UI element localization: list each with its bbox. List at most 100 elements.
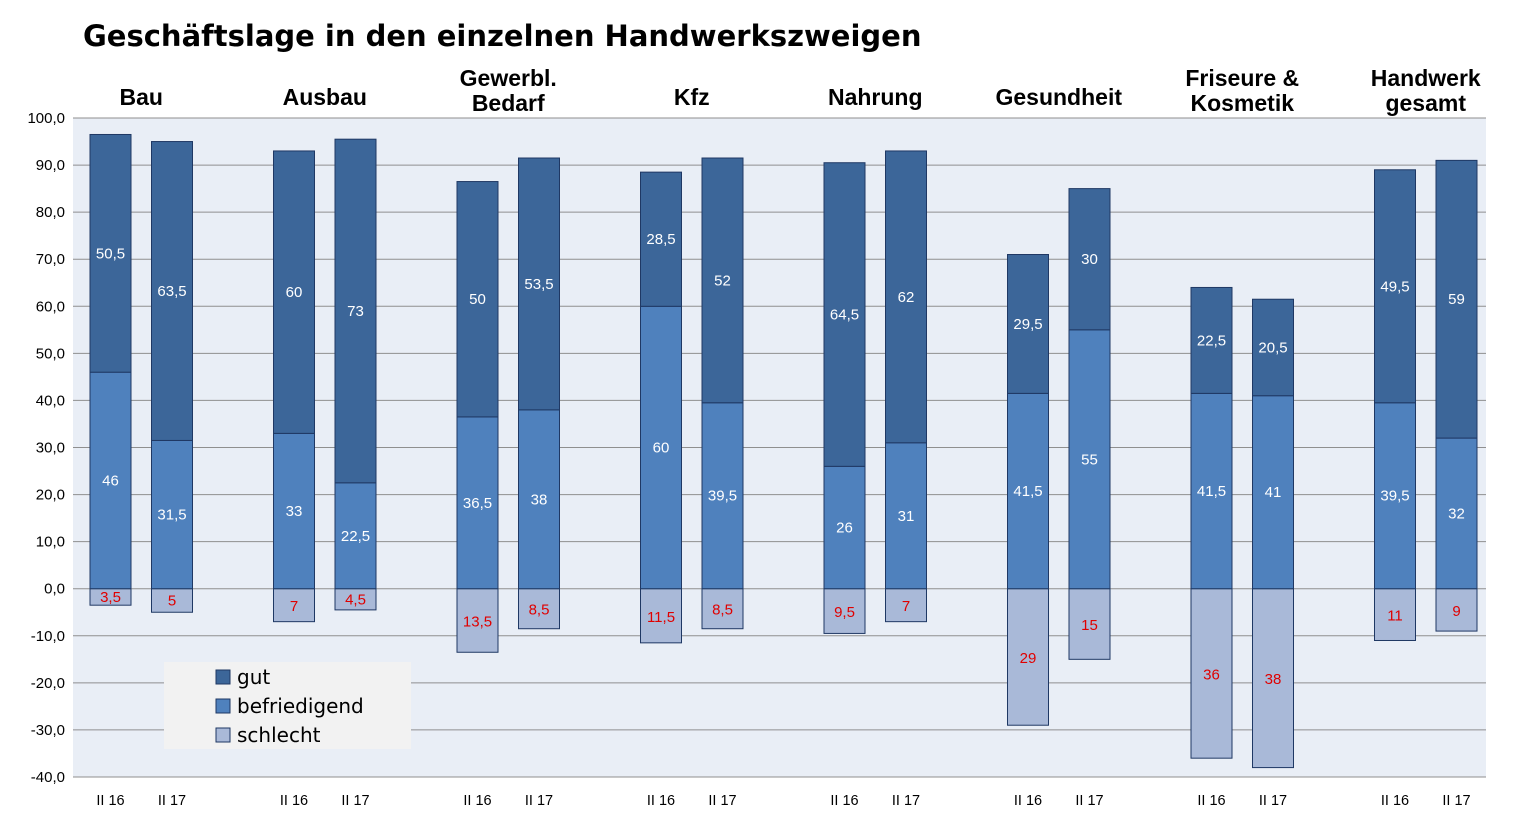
y-tick-label: 70,0 [36, 251, 65, 268]
bar-gut [1190, 286, 1233, 394]
data-label-schlecht: 13,5 [463, 613, 492, 630]
data-label-schlecht: 3,5 [100, 589, 121, 606]
data-label-befriedigend: 60 [653, 440, 670, 457]
bar-befriedigend [640, 305, 682, 590]
bar-befriedigend [151, 439, 193, 590]
bar-befriedigend [885, 442, 927, 590]
y-tick-label: 100,0 [27, 110, 65, 127]
x-tick-label: II 17 [525, 793, 553, 809]
chart-title: Geschäftslage in den einzelnen Handwerks… [83, 19, 921, 53]
legend-label: schlecht [237, 723, 321, 747]
group-label: Nahrung [828, 84, 923, 110]
y-tick-label: 50,0 [36, 345, 65, 362]
data-label-gut: 52 [714, 272, 731, 289]
y-tick-label: 40,0 [36, 392, 65, 409]
bar-befriedigend [1190, 392, 1233, 590]
group-0: Bau 50,5 46 3,5 II 16 63,5 31,5 5 II 17 [89, 84, 193, 809]
bar-gut [456, 181, 499, 418]
data-label-befriedigend: 26 [836, 520, 853, 537]
group-label: Bedarf [472, 90, 545, 116]
bar-befriedigend [518, 409, 560, 590]
bars: Bau 50,5 46 3,5 II 16 63,5 31,5 5 II 17 Ausbau 60 3… [89, 65, 1481, 809]
bar-gut [701, 157, 744, 404]
bar-schlecht [1252, 588, 1294, 769]
x-tick-label: II 17 [158, 793, 186, 809]
bar-gut [640, 171, 682, 307]
data-label-schlecht: 7 [290, 598, 298, 615]
y-tick-label: 80,0 [36, 204, 65, 221]
data-label-schlecht: 11,5 [647, 609, 675, 626]
x-tick-label: II 16 [280, 793, 308, 809]
y-axis: -40,0 -30,0 -20,0 -10,0 0,0 10,0 20,0 30,0 40,0 5… [27, 110, 65, 786]
group-1: Ausbau 60 33 7 II 16 73 22,5 4,5 II 17 [273, 84, 377, 809]
x-tick-label: II 17 [892, 793, 920, 809]
data-label-gut: 53,5 [524, 276, 553, 293]
data-label-befriedigend: 41,5 [1013, 483, 1042, 500]
group-3: Kfz 28,5 60 11,5 II 16 52 39,5 8,5 II 17 [640, 84, 744, 809]
bar-schlecht [1435, 588, 1478, 632]
bar-befriedigend [701, 402, 744, 590]
x-tick-label: II 16 [1197, 793, 1225, 809]
bar-schlecht [640, 588, 682, 644]
bar-schlecht [1190, 588, 1233, 759]
bar-schlecht [885, 588, 927, 623]
data-label-befriedigend: 39,5 [708, 488, 737, 505]
data-label-befriedigend: 22,5 [341, 528, 370, 545]
x-tick-label: II 16 [96, 793, 124, 809]
y-tick-label: 90,0 [36, 157, 65, 174]
data-label-gut: 50 [469, 291, 486, 308]
data-label-gut: 63,5 [157, 283, 186, 300]
data-label-gut: 59 [1448, 291, 1465, 308]
bar-schlecht [823, 588, 866, 634]
data-label-schlecht: 8,5 [529, 602, 550, 619]
data-label-gut: 22,5 [1197, 332, 1226, 349]
data-label-gut: 29,5 [1013, 316, 1042, 333]
group-label: Gewerbl. [460, 65, 557, 91]
data-label-gut: 28,5 [646, 231, 675, 248]
data-label-befriedigend: 31 [898, 508, 915, 525]
legend-swatch [215, 669, 231, 685]
y-tick-label: -30,0 [31, 722, 65, 739]
y-tick-label: 30,0 [36, 440, 65, 457]
bar-befriedigend [1007, 392, 1049, 590]
group-label: Handwerk [1371, 65, 1481, 91]
bar-befriedigend [1435, 437, 1478, 590]
bar-befriedigend [823, 465, 866, 590]
x-tick-label: II 17 [1075, 793, 1103, 809]
data-label-gut: 30 [1081, 251, 1098, 268]
x-tick-label: II 17 [708, 793, 736, 809]
x-tick-label: II 16 [463, 793, 491, 809]
bar-befriedigend [1252, 395, 1294, 590]
legend-swatch [215, 727, 231, 743]
group-label: gesamt [1385, 90, 1466, 116]
bar-gut [334, 138, 377, 484]
y-tick-label: 10,0 [36, 534, 65, 551]
y-tick-label: 60,0 [36, 298, 65, 315]
legend-box [164, 662, 411, 749]
y-tick-label: 20,0 [36, 487, 65, 504]
bar-schlecht [1007, 588, 1049, 726]
data-label-schlecht: 15 [1081, 617, 1098, 634]
bar-befriedigend [1068, 329, 1111, 590]
x-tick-label: II 16 [647, 793, 675, 809]
bar-befriedigend [273, 432, 315, 590]
group-label: Ausbau [283, 84, 367, 110]
data-label-schlecht: 4,5 [345, 591, 366, 608]
bar-gut [151, 141, 193, 441]
data-label-befriedigend: 38 [531, 491, 548, 508]
data-label-gut: 73 [347, 303, 364, 320]
x-tick-label: II 16 [1381, 793, 1409, 809]
bar-schlecht [518, 588, 560, 630]
data-label-gut: 20,5 [1258, 339, 1287, 356]
group-4: Nahrung 64,5 26 9,5 II 16 62 31 7 II 17 [823, 84, 927, 809]
bar-gut [273, 150, 315, 434]
data-label-befriedigend: 46 [102, 472, 119, 489]
data-label-gut: 60 [286, 284, 303, 301]
data-label-befriedigend: 39,5 [1380, 488, 1409, 505]
data-label-gut: 62 [898, 289, 915, 306]
bar-gut [1068, 188, 1111, 331]
group-label: Kosmetik [1190, 90, 1294, 116]
x-tick-label: II 16 [830, 793, 858, 809]
data-label-befriedigend: 36,5 [463, 495, 492, 512]
